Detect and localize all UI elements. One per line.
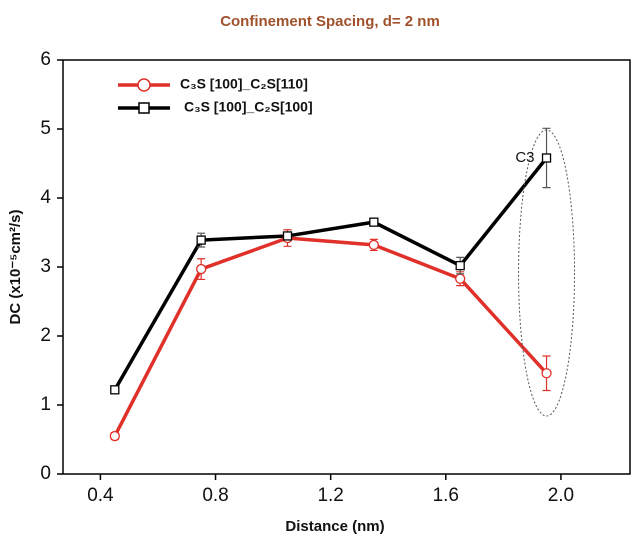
legend-label: C₃S [100]_C₂S[100] (184, 99, 313, 115)
y-tick-label: 4 (40, 187, 51, 208)
legend-marker (137, 78, 151, 92)
y-tick-label: 0 (40, 463, 51, 484)
point-marker (455, 273, 466, 284)
point-marker (196, 263, 207, 275)
x-tick-label: 2.0 (548, 485, 574, 506)
point-marker (196, 235, 206, 245)
y-tick-label: 3 (40, 256, 51, 277)
highlight-ellipse (518, 129, 576, 417)
point-marker (541, 368, 552, 379)
point-marker (110, 385, 120, 395)
annotation: C3 (515, 149, 534, 166)
x-axis-label: Distance (nm) (285, 518, 384, 535)
y-tick-label: 5 (40, 118, 51, 139)
point-marker (368, 239, 379, 251)
series-line (113, 156, 548, 391)
legend-marker (138, 102, 150, 114)
legend-label: C₃S [100]_C₂S[110] (180, 76, 308, 92)
y-tick-label: 1 (40, 394, 51, 415)
y-axis-label: DC (x10⁻⁵cm²/s) (7, 209, 24, 324)
point-marker (282, 231, 293, 241)
point-marker (109, 430, 120, 442)
series-line (113, 236, 548, 437)
x-tick-label: 1.6 (433, 485, 459, 506)
plot-frame (62, 59, 631, 475)
x-tick-label: 0.4 (87, 485, 114, 506)
point-marker (455, 260, 465, 271)
y-tick-label: 6 (40, 49, 51, 70)
y-tick-label: 2 (40, 325, 51, 346)
point-marker (369, 217, 379, 227)
x-tick-label: 1.2 (317, 485, 343, 506)
x-tick-label: 0.8 (202, 485, 228, 506)
point-marker (541, 153, 552, 163)
chart-title: Confinement Spacing, d= 2 nm (220, 13, 440, 30)
